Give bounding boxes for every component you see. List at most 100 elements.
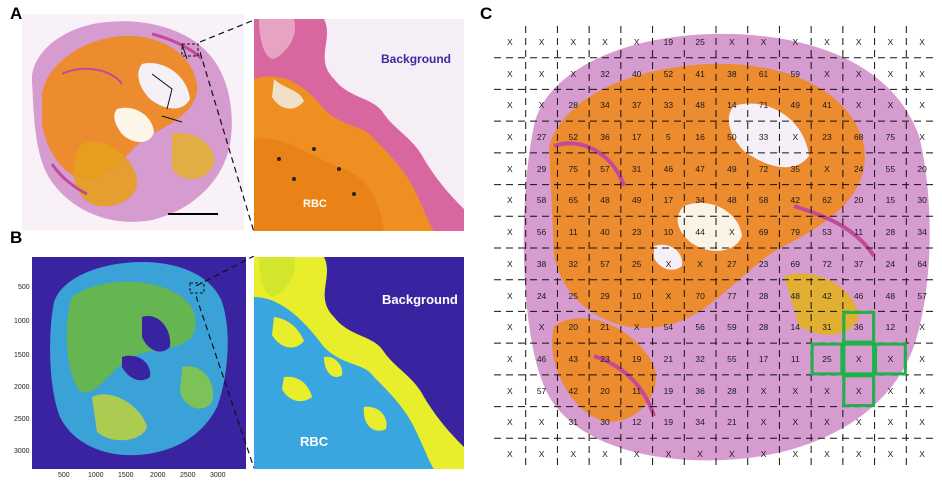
panel-b-ytick-6: 3000 [14,448,30,455]
panel-b-label: B [10,228,23,247]
grid-cell: X [633,449,640,460]
grid-cell: 17 [663,195,674,206]
grid-cell: X [507,258,513,269]
grid-cell: 14 [790,322,800,333]
panel-b-zoom-image [254,257,464,469]
grid-cell: X [507,449,513,460]
grid-cell: 34 [600,100,610,111]
grid-cell: 19 [663,417,674,428]
grid-cell: 48 [600,195,610,206]
grid-cell: X [697,449,703,460]
grid-cell: X [855,100,862,111]
grid-cell: X [729,36,735,47]
grid-cell: 40 [631,68,642,79]
grid-cell: X [792,385,799,396]
grid-cell: X [792,36,799,47]
grid-cell: 48 [885,290,896,301]
grid-cell: 21 [600,322,610,333]
panel-b-ytick-1: 500 [18,284,30,291]
grid-cell: 24 [853,163,864,174]
grid-cell: 27 [727,258,737,269]
grid-cell: 34 [917,227,927,238]
grid-cell: X [824,417,830,428]
grid-cell: 44 [695,227,705,238]
grid-cell: 29 [600,290,610,301]
grid-cell: 56 [536,227,547,238]
grid-cell: 11 [854,227,864,238]
grid-cell: X [538,417,545,428]
grid-cell: X [507,100,513,111]
grid-cell: X [538,449,545,460]
grid-cell: 20 [917,163,927,174]
grid-cell: X [919,131,925,142]
grid-cell: 35 [790,163,800,174]
panel-b-xtick-4: 2000 [150,472,166,479]
panel-b-xtick-3: 1500 [118,472,134,479]
panel-b-rbc-label: RBC [300,434,329,449]
grid-cell: 16 [695,131,705,142]
grid-cell: 20 [568,322,578,333]
grid-cell: 38 [727,68,737,79]
grid-cell: 25 [568,290,578,301]
grid-cell: X [665,258,672,269]
grid-cell: 32 [568,258,578,269]
grid-cell: 65 [568,195,578,206]
grid-cell: X [887,353,894,364]
highlight-cell [842,374,876,408]
highlight-cell [842,310,876,344]
grid-cell: X [855,449,862,460]
grid-cell: X [919,322,925,333]
grid-lines [494,26,938,470]
grid-cell: 43 [568,353,578,364]
grid-cell: X [887,68,894,79]
grid-cell: X [887,36,894,47]
grid-cell: 19 [631,353,642,364]
grid-cell: 37 [853,258,864,269]
grid-cell: 30 [600,417,610,428]
highlight-cell [810,342,844,376]
grid-cell: 53 [822,227,832,238]
grid-cell: X [855,36,862,47]
grid-cell: 29 [536,163,547,174]
grid-cell: X [887,449,894,460]
grid-cell: X [507,290,513,301]
grid-cell: 32 [695,353,705,364]
grid-cell: 59 [790,68,800,79]
grid-cell: 69 [758,227,769,238]
grid-cell: 12 [885,322,896,333]
grid-cell: X [507,131,513,142]
grid-cell: 49 [790,100,800,111]
panel-a-rbc-label: RBC [303,198,327,210]
grid-cell: 50 [727,131,737,142]
grid-cell: 28 [758,290,769,301]
grid-cell: 23 [600,353,610,364]
grid-cell: 54 [663,322,674,333]
panel-b-xtick-6: 3000 [210,472,226,479]
grid-cell: 24 [536,290,547,301]
grid-cell: X [855,68,862,79]
grid-cell: X [507,353,513,364]
grid-cell: 20 [600,385,610,396]
grid-cell: X [760,385,767,396]
grid-cell: X [633,36,640,47]
grid-cell: 10 [663,227,674,238]
grid-cell: 32 [600,68,610,79]
panel-b-ytick-2: 1000 [14,318,30,325]
grid-cell: 77 [727,290,737,301]
grid-cell: X [507,163,513,174]
grid-cell: 48 [727,195,737,206]
grid-cell: 42 [822,290,832,301]
grid-cell: X [824,385,830,396]
grid-cell: 55 [727,353,737,364]
grid-cell: 69 [790,258,800,269]
grid-cell: X [792,417,799,428]
grid-cell: 48 [695,100,705,111]
grid-cell: X [507,417,513,428]
grid-cell: 46 [853,290,864,301]
grid-cell: X [697,258,703,269]
grid-cell: 28 [568,100,578,111]
grid-cell: 58 [536,195,547,206]
grid-cell: 48 [790,290,800,301]
grid-cell: 58 [758,195,769,206]
grid-cell: 61 [758,68,769,79]
